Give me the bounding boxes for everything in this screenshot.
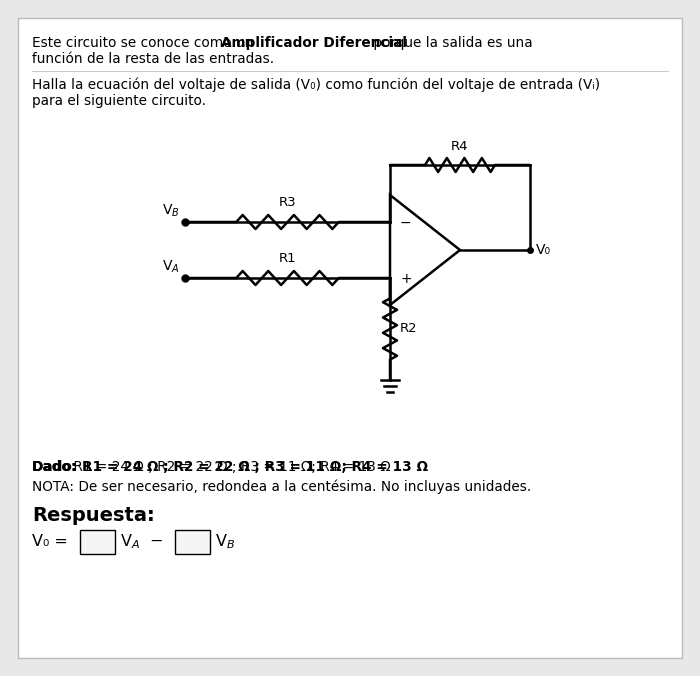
Text: V₀ =: V₀ = — [32, 535, 68, 550]
Text: −: − — [400, 216, 412, 230]
Text: R1 = 24 Ω ; R2 = 22 Ω ; R3 = 11 Ω; R4 = 13 Ω: R1 = 24 Ω ; R2 = 22 Ω ; R3 = 11 Ω; R4 = … — [69, 460, 391, 474]
Text: Dado: R1 = 24 Ω ; R2 = 22 Ω ; R3 = 11 Ω; R4 = 13 Ω: Dado: R1 = 24 Ω ; R2 = 22 Ω ; R3 = 11 Ω;… — [32, 460, 428, 474]
Text: Amplificador Diferencial: Amplificador Diferencial — [221, 36, 407, 50]
Text: NOTA: De ser necesario, redondea a la centésima. No incluyas unidades.: NOTA: De ser necesario, redondea a la ce… — [32, 480, 531, 495]
Text: V$_A$: V$_A$ — [162, 259, 180, 275]
Text: Halla la ecuación del voltaje de salida (V₀) como función del voltaje de entrada: Halla la ecuación del voltaje de salida … — [32, 78, 600, 93]
Text: R2: R2 — [400, 322, 418, 335]
Text: V₀: V₀ — [536, 243, 551, 257]
Text: R3: R3 — [279, 196, 296, 209]
Text: V$_B$: V$_B$ — [215, 533, 235, 552]
Text: R1: R1 — [279, 252, 296, 265]
FancyBboxPatch shape — [175, 530, 210, 554]
Text: Respuesta:: Respuesta: — [32, 506, 155, 525]
Text: para el siguiente circuito.: para el siguiente circuito. — [32, 94, 206, 108]
Text: R4: R4 — [452, 140, 469, 153]
Text: porque la salida es una: porque la salida es una — [369, 36, 533, 50]
Text: V$_B$: V$_B$ — [162, 203, 180, 219]
FancyBboxPatch shape — [80, 530, 115, 554]
Text: +: + — [400, 272, 412, 286]
FancyBboxPatch shape — [18, 18, 682, 658]
Text: Dado:: Dado: — [32, 460, 77, 474]
Text: función de la resta de las entradas.: función de la resta de las entradas. — [32, 52, 274, 66]
Text: Este circuito se conoce como un: Este circuito se conoce como un — [32, 36, 258, 50]
Text: V$_A$  −: V$_A$ − — [120, 533, 163, 552]
